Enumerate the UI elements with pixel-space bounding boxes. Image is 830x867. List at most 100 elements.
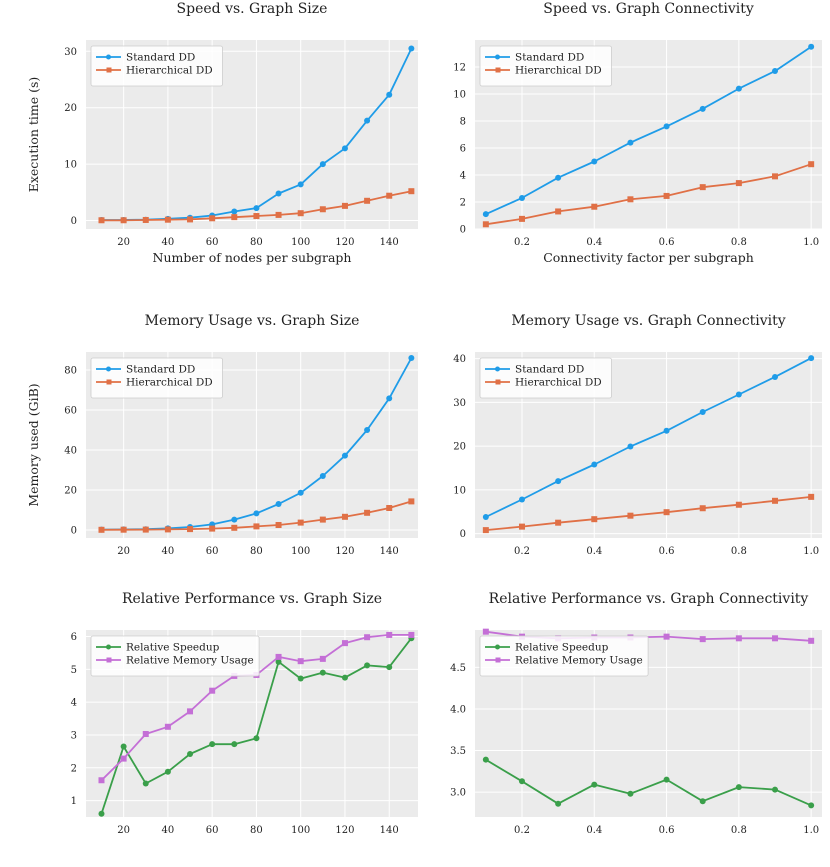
data-point [120, 526, 127, 533]
legend-label: Hierarchical DD [515, 65, 602, 77]
data-point [164, 526, 171, 533]
y-axis-label: Memory used (GiB) [26, 383, 41, 506]
data-point [663, 776, 670, 783]
data-point [699, 636, 706, 643]
data-point [735, 635, 742, 642]
legend-marker [106, 366, 111, 372]
chart-memory-size: 20 40 60 80 100 120 140 0 20 40 60 80 Memory Usage v… [26, 313, 418, 557]
y-tick-label: 2 [71, 763, 77, 774]
chart-title: Memory Usage vs. Graph Size [145, 313, 360, 329]
data-point [364, 197, 371, 204]
y-tick-label: 0 [71, 216, 77, 227]
x-tick-label: 80 [250, 546, 263, 557]
data-point [482, 527, 489, 534]
y-tick-label: 80 [64, 366, 77, 377]
data-point [209, 687, 216, 694]
y-tick-label: 6 [71, 632, 77, 643]
x-tick-label: 0.8 [731, 546, 747, 557]
x-tick-label: 80 [250, 825, 263, 836]
y-tick-label: 3.5 [450, 746, 466, 757]
x-tick-label: 0.2 [514, 825, 530, 836]
data-point [482, 211, 489, 218]
data-point [627, 139, 634, 146]
data-point [231, 208, 238, 215]
y-tick-label: 4 [460, 171, 466, 182]
data-point [408, 498, 415, 505]
data-point [699, 408, 706, 415]
chart-speed-connectivity: 0.2 0.4 0.6 0.8 1.0 0 2 4 6 8 10 12 Speed vs. Graph … [453, 1, 822, 265]
data-point [555, 800, 562, 807]
x-tick-label: 1.0 [803, 237, 819, 248]
data-point [699, 798, 706, 805]
data-point [187, 526, 194, 533]
legend-label: Hierarchical DD [515, 377, 602, 389]
data-point [735, 784, 742, 791]
data-point [555, 519, 562, 526]
data-point [341, 202, 348, 209]
data-point [663, 192, 670, 199]
x-tick-label: 0.4 [586, 825, 602, 836]
data-point [808, 493, 815, 500]
data-point [142, 526, 149, 533]
data-point [231, 741, 238, 748]
data-point [319, 669, 326, 676]
legend-marker [495, 644, 500, 650]
legend-box [479, 635, 649, 677]
legend-box [90, 357, 223, 399]
data-point [591, 516, 598, 523]
data-point [408, 355, 415, 361]
y-tick-label: 10 [64, 160, 77, 171]
y-tick-label: 0 [460, 529, 466, 540]
data-point [808, 355, 815, 362]
y-tick-label: 4 [71, 698, 77, 709]
data-point [735, 501, 742, 508]
chart-relative-connectivity: 0.2 0.4 0.6 0.8 1.0 3.0 3.5 4.0 4.5 Relative Perf… [450, 591, 822, 836]
x-axis-label: Number of nodes per subgraph [153, 250, 352, 265]
x-tick-label: 140 [380, 237, 399, 248]
data-point [699, 184, 706, 191]
data-point [555, 208, 562, 215]
x-tick-label: 100 [291, 825, 310, 836]
series-line-standard-dd [485, 46, 812, 216]
legend-label: Standard DD [126, 52, 195, 64]
y-tick-label: 20 [64, 486, 77, 497]
data-point [591, 158, 598, 165]
legend-label: Relative Speedup [515, 642, 609, 654]
data-point [735, 85, 742, 92]
data-point [231, 516, 238, 523]
x-tick-label: 0.4 [586, 237, 602, 248]
data-point [627, 196, 634, 203]
data-point [735, 391, 742, 398]
data-point [187, 708, 194, 715]
x-axis-label: Connectivity factor per subgraph [543, 250, 754, 265]
x-tick-label: 40 [162, 825, 175, 836]
data-point [772, 68, 779, 75]
x-tick-label: 0.6 [659, 546, 675, 557]
x-tick-label: 0.2 [514, 237, 530, 248]
data-point [297, 675, 304, 682]
data-point [808, 161, 815, 168]
y-tick-label: 10 [453, 485, 466, 496]
data-point [364, 509, 371, 516]
x-tick-label: 1.0 [803, 546, 819, 557]
y-tick-label: 30 [64, 47, 77, 58]
data-point [772, 786, 779, 793]
data-point [120, 755, 127, 762]
legend-marker [106, 379, 112, 385]
legend-box [479, 357, 612, 399]
data-point [555, 478, 562, 485]
x-tick-label: 20 [117, 237, 130, 248]
series-line-hierarchical-dd [485, 496, 812, 531]
y-tick-label: 40 [453, 354, 466, 365]
y-tick-label: 30 [453, 398, 466, 409]
chart-title: Memory Usage vs. Graph Connectivity [511, 313, 785, 329]
data-point [341, 674, 348, 681]
data-point [209, 215, 216, 222]
data-point [663, 123, 670, 130]
legend-marker [495, 67, 501, 73]
data-point [275, 190, 282, 197]
